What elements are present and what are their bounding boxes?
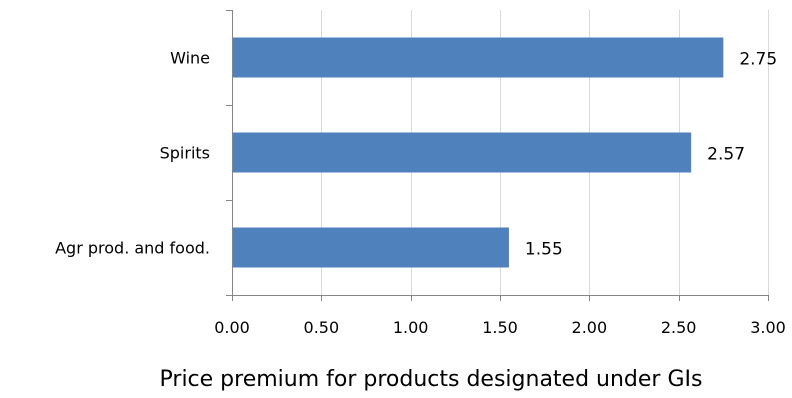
data-label: 2.75 [739, 50, 777, 70]
bar [233, 37, 724, 78]
axes [226, 10, 769, 301]
x-tick-label: 3.00 [750, 318, 786, 337]
data-labels: 2.75 2.57 1.55 [525, 50, 777, 260]
x-tick-label: 0.50 [304, 318, 340, 337]
bar [233, 227, 509, 268]
x-axis-title: Price premium for products designated un… [160, 367, 703, 392]
x-tick-label: 0.00 [214, 318, 250, 337]
x-tick-label: 1.50 [482, 318, 518, 337]
x-tick-label: 1.00 [393, 318, 429, 337]
bars [233, 37, 724, 268]
bar [233, 132, 692, 173]
category-label: Agr prod. and food. [55, 239, 210, 258]
category-labels: Wine Spirits Agr prod. and food. [55, 49, 210, 258]
x-tick-labels: 0.00 0.50 1.00 1.50 2.00 2.50 3.00 [214, 318, 786, 337]
category-label: Wine [170, 49, 210, 68]
x-tick-label: 2.50 [661, 318, 697, 337]
x-tick-label: 2.00 [572, 318, 608, 337]
data-label: 2.57 [707, 145, 745, 165]
category-label: Spirits [160, 144, 210, 163]
data-label: 1.55 [525, 240, 563, 260]
